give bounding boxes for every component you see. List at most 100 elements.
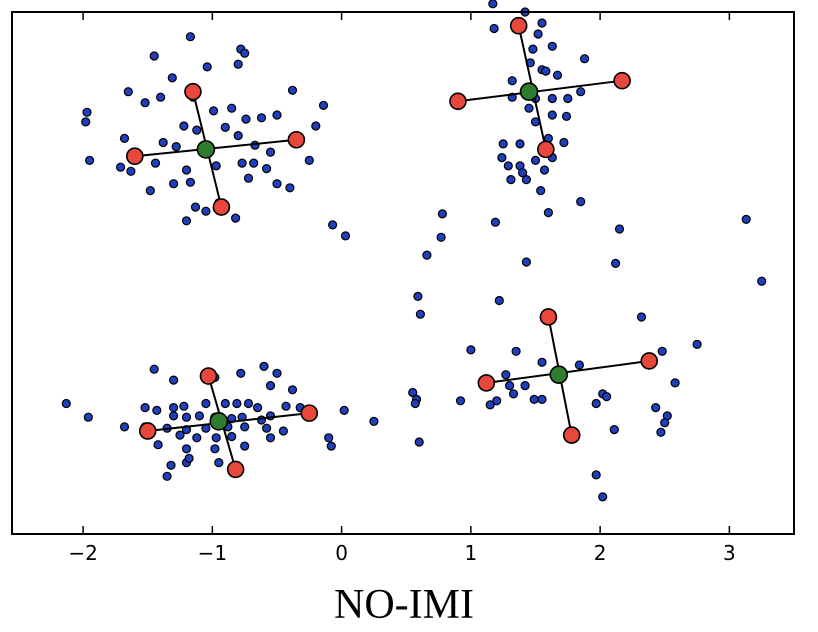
- data-point: [265, 433, 276, 443]
- data-point: [115, 162, 126, 172]
- data-point: [521, 175, 532, 185]
- data-point: [192, 125, 202, 135]
- data-point: [220, 398, 230, 409]
- data-point: [530, 155, 541, 165]
- data-point: [536, 186, 546, 196]
- data-point: [237, 158, 247, 168]
- data-point: [243, 173, 254, 183]
- data-point: [181, 216, 192, 226]
- centroid-marker: [519, 82, 539, 101]
- cluster-center-marker: [613, 71, 631, 90]
- data-point: [636, 312, 647, 322]
- cluster-center-marker: [184, 82, 202, 101]
- data-point: [181, 444, 192, 454]
- data-point: [179, 401, 189, 411]
- data-point: [552, 70, 563, 80]
- data-point: [579, 54, 590, 64]
- cluster-center-marker: [199, 367, 218, 385]
- data-point: [265, 381, 276, 391]
- data-point: [757, 276, 767, 286]
- data-point: [210, 444, 220, 454]
- centroid-marker: [209, 412, 229, 431]
- data-point: [241, 114, 251, 124]
- data-point: [410, 398, 420, 409]
- data-point: [236, 368, 246, 378]
- data-point: [243, 398, 254, 409]
- data-point: [692, 339, 702, 349]
- data-point: [543, 208, 554, 218]
- data-point: [119, 422, 130, 432]
- quantizer-line: [134, 138, 297, 158]
- data-point: [259, 361, 269, 371]
- data-point: [437, 209, 447, 219]
- data-point: [281, 401, 291, 411]
- data-point: [741, 214, 751, 224]
- data-point: [82, 107, 92, 117]
- data-point: [185, 177, 195, 187]
- cluster-center-marker: [537, 140, 555, 159]
- data-point: [179, 121, 189, 131]
- data-point: [498, 139, 508, 149]
- data-point: [670, 378, 680, 388]
- cluster-center-marker: [477, 374, 496, 392]
- x-tick-label: 2: [594, 541, 607, 565]
- x-tick-label: 1: [464, 541, 477, 565]
- data-point: [278, 426, 288, 436]
- data-point: [610, 258, 621, 268]
- data-point: [285, 183, 295, 193]
- data-point: [265, 147, 276, 157]
- data-point: [256, 113, 267, 123]
- cluster-center-marker: [287, 130, 306, 149]
- plot-frame: [11, 11, 795, 535]
- data-point: [609, 425, 619, 435]
- quantizer-line: [147, 412, 310, 432]
- data-point: [123, 87, 133, 97]
- centroid-marker: [196, 140, 216, 159]
- data-point: [175, 430, 185, 440]
- data-point: [181, 412, 192, 422]
- data-point: [614, 224, 625, 234]
- data-point: [533, 29, 543, 39]
- data-point: [485, 400, 495, 410]
- data-point: [220, 122, 230, 133]
- data-point: [455, 396, 466, 406]
- data-point: [84, 155, 95, 165]
- data-point: [340, 231, 351, 241]
- data-point: [541, 66, 551, 76]
- data-point: [517, 168, 528, 178]
- data-point: [414, 437, 424, 447]
- data-point: [369, 416, 379, 426]
- x-axis: −2 −1 0 1 2 3: [68, 12, 736, 565]
- cluster-center-marker: [125, 147, 144, 166]
- data-point: [153, 440, 163, 450]
- cluster-center-marker: [300, 404, 319, 422]
- data-point: [169, 403, 179, 413]
- data-point: [591, 398, 601, 409]
- data-point: [598, 492, 608, 502]
- data-point: [81, 117, 91, 127]
- data-point: [192, 433, 202, 443]
- data-point: [287, 385, 298, 395]
- data-point: [152, 405, 162, 415]
- cluster-center-marker: [640, 352, 659, 370]
- centroid-marker: [549, 365, 569, 384]
- data-point: [209, 106, 219, 116]
- data-point: [537, 357, 547, 367]
- data-point: [232, 398, 242, 409]
- x-tick-label: 0: [335, 541, 348, 565]
- data-point: [591, 470, 601, 480]
- data-point: [547, 41, 557, 51]
- data-point: [231, 213, 241, 223]
- data-point: [167, 73, 177, 83]
- data-point: [201, 398, 211, 409]
- x-tick-label: −1: [198, 541, 227, 565]
- data-point: [145, 186, 155, 196]
- data-point: [240, 441, 250, 451]
- data-point: [61, 398, 71, 409]
- data-point: [190, 202, 201, 212]
- chart-title: NO-IMI: [334, 582, 474, 628]
- data-point: [211, 161, 221, 171]
- data-point: [171, 142, 181, 152]
- data-point: [466, 345, 476, 355]
- data-point: [149, 364, 159, 374]
